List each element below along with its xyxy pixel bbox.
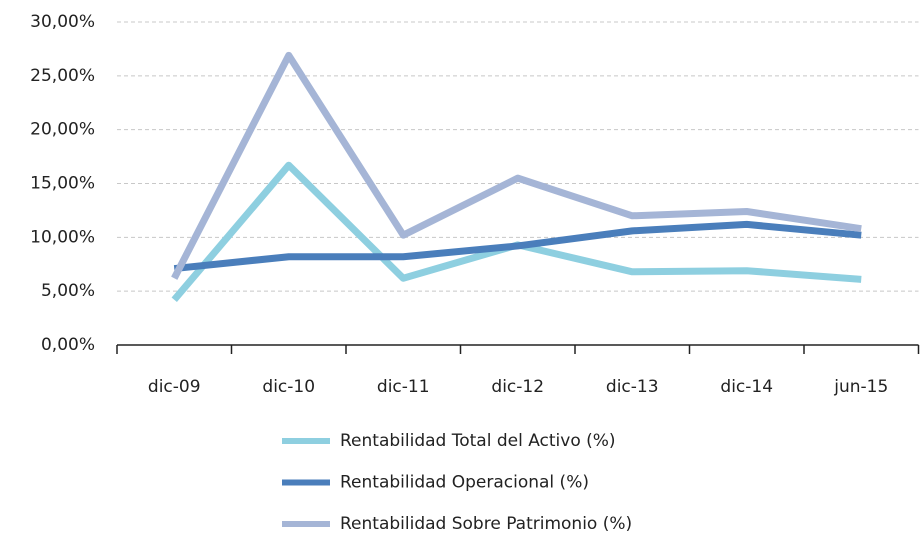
y-tick-label: 0,00% [41, 335, 95, 355]
y-tick-label: 30,00% [30, 12, 95, 32]
legend-label: Rentabilidad Sobre Patrimonio (%) [340, 514, 632, 534]
series-line [171, 51, 862, 280]
x-tick-label: dic-11 [377, 377, 430, 397]
x-tick-label: dic-10 [262, 377, 315, 397]
y-tick-label: 15,00% [30, 174, 95, 194]
x-tick-label: dic-13 [606, 377, 659, 397]
x-tick-label: dic-12 [491, 377, 544, 397]
legend-label: Rentabilidad Operacional (%) [340, 473, 589, 493]
series-line [173, 220, 862, 273]
y-tick-label: 20,00% [30, 120, 95, 140]
x-tick-label: dic-14 [720, 377, 773, 397]
y-tick-label: 25,00% [30, 66, 95, 86]
legend: Rentabilidad Total del Activo (%) Rentabi… [282, 431, 632, 534]
y-tick-label: 5,00% [41, 281, 95, 301]
legend-label: Rentabilidad Total del Activo (%) [340, 431, 616, 451]
x-tick-label: jun-15 [833, 377, 888, 397]
series-line [171, 161, 862, 303]
y-tick-label: 10,00% [30, 227, 95, 247]
x-tick-label: dic-09 [148, 377, 201, 397]
